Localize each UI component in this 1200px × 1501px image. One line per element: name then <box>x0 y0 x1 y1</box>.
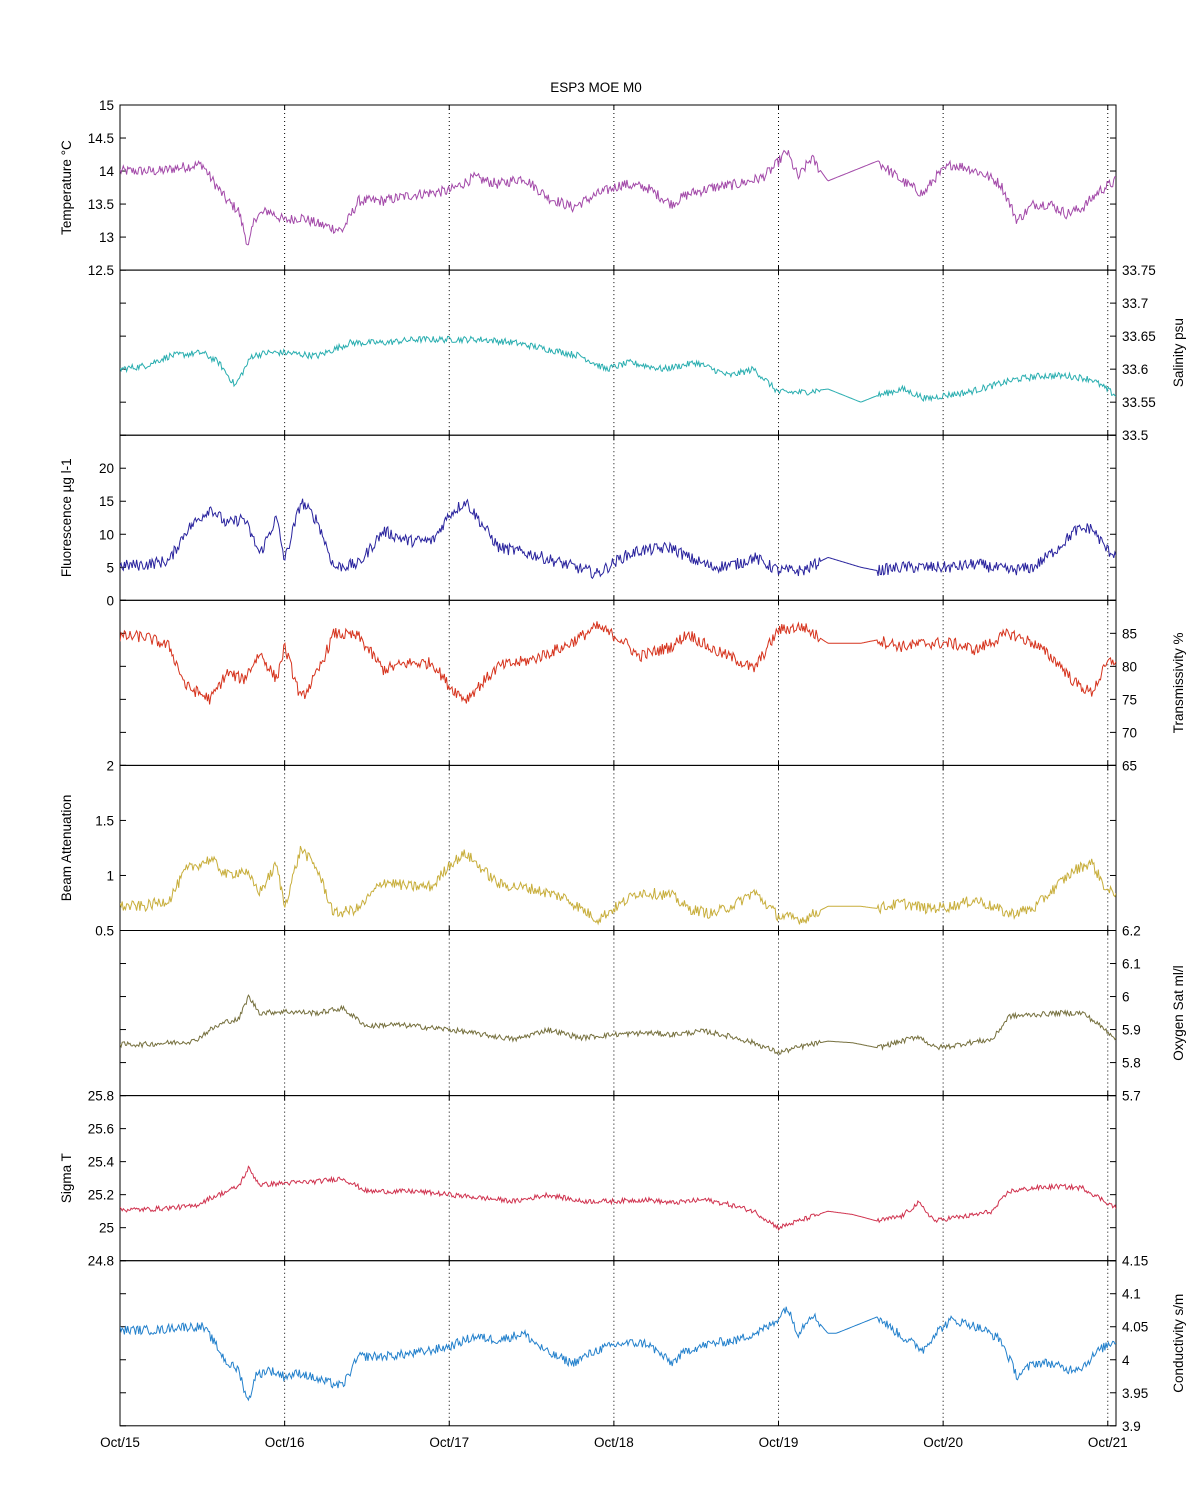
x-tick-label: Oct/17 <box>429 1435 469 1450</box>
y-tick-label: 1 <box>106 868 114 883</box>
series-line-sigma_t <box>120 1165 1116 1231</box>
x-tick-label: Oct/20 <box>923 1435 963 1450</box>
y-tick-label: 4.15 <box>1122 1254 1148 1269</box>
y-tick-label: 0.5 <box>95 924 114 939</box>
y-tick-label: 3.95 <box>1122 1386 1148 1401</box>
y-tick-label: 65 <box>1122 758 1137 773</box>
y-tick-label: 24.8 <box>88 1254 114 1269</box>
x-tick-label: Oct/18 <box>594 1435 634 1450</box>
y-tick-label: 25.2 <box>88 1188 114 1203</box>
panel-frame <box>119 930 1117 1097</box>
y-tick-label: 25.4 <box>88 1155 115 1170</box>
y-tick-label: 70 <box>1122 725 1137 740</box>
y-tick-label: 3.9 <box>1122 1419 1141 1434</box>
panel-transmissivity: 65 70 75 80 85 Transmissivity % <box>119 599 1186 773</box>
y-tick-label: 12.5 <box>88 263 114 278</box>
series-line-fluorescence <box>120 498 1116 580</box>
panel-frame <box>119 599 1117 766</box>
y-tick-label: 6.2 <box>1122 924 1141 939</box>
x-tick-label: Oct/15 <box>100 1435 140 1450</box>
y-axis-label: Transmissivity % <box>1171 632 1186 733</box>
y-axis-label: Conductivity s/m <box>1171 1294 1186 1393</box>
y-tick-label: 85 <box>1122 626 1137 641</box>
y-tick-label: 13 <box>99 230 114 245</box>
panel-frame <box>119 434 1117 601</box>
series-line-beam_attenuation <box>120 845 1116 926</box>
y-tick-label: 33.65 <box>1122 329 1156 344</box>
panel-salinity: 33.5 33.55 33.6 33.65 33.7 33.75 Salinity psu <box>119 263 1186 443</box>
y-tick-label: 14 <box>99 164 115 179</box>
y-tick-label: 4.05 <box>1122 1320 1148 1335</box>
x-tick-label: Oct/19 <box>759 1435 799 1450</box>
y-axis-label: Sigma T <box>59 1153 74 1203</box>
y-tick-label: 4.1 <box>1122 1287 1141 1302</box>
series-line-temperature <box>120 149 1116 246</box>
panel-oxygen: 5.7 5.8 5.9 6 6.1 6.2 Oxygen Sat ml/l <box>119 924 1186 1104</box>
x-axis: Oct/15 Oct/16 Oct/17 Oct/18 Oct/19 Oct/20 Oct/… <box>100 1435 1128 1450</box>
y-tick-label: 75 <box>1122 692 1137 707</box>
series-line-salinity <box>120 335 1116 403</box>
y-tick-label: 80 <box>1122 659 1137 674</box>
y-tick-label: 33.7 <box>1122 296 1148 311</box>
panel-sigma_t: 24.8 25 25.2 25.4 25.6 25.8 Sigma T <box>59 1089 1117 1269</box>
panel-frame <box>119 269 1117 436</box>
y-tick-label: 0 <box>106 593 114 608</box>
y-tick-label: 20 <box>99 461 114 476</box>
series-line-transmissivity <box>120 621 1116 705</box>
y-axis-label: Salinity psu <box>1171 318 1186 387</box>
y-tick-label: 10 <box>99 527 114 542</box>
y-tick-label: 13.5 <box>88 197 114 212</box>
y-tick-label: 1.5 <box>95 813 114 828</box>
series-line-conductivity <box>120 1306 1116 1402</box>
series-line-oxygen <box>120 994 1116 1055</box>
panel-fluorescence: 0 5 10 15 20 Fluorescence µg l-1 <box>59 434 1117 608</box>
y-axis-label: Beam Attenuation <box>59 795 74 902</box>
y-tick-label: 6.1 <box>1122 957 1141 972</box>
panel-conductivity: 3.9 3.95 4 4.05 4.1 4.15 Conductivity s/m <box>119 1254 1186 1434</box>
panel-frame <box>119 1095 1117 1262</box>
panel-beam_attenuation: 0.5 1 1.5 2 Beam Attenuation <box>59 758 1117 939</box>
y-tick-label: 5.9 <box>1122 1023 1141 1038</box>
y-tick-label: 2 <box>106 758 114 773</box>
y-tick-label: 15 <box>99 98 114 113</box>
y-tick-label: 5 <box>106 560 114 575</box>
y-tick-label: 14.5 <box>88 131 114 146</box>
y-axis-label: Fluorescence µg l-1 <box>59 458 74 577</box>
y-tick-label: 25 <box>99 1221 114 1236</box>
y-tick-label: 33.6 <box>1122 362 1148 377</box>
y-tick-label: 25.6 <box>88 1122 114 1137</box>
y-tick-label: 33.55 <box>1122 395 1156 410</box>
y-tick-label: 33.75 <box>1122 263 1156 278</box>
x-tick-label: Oct/16 <box>265 1435 305 1450</box>
panel-temperature: 12.5 13 13.5 14 14.5 15 Temperature °C <box>59 98 1117 278</box>
y-tick-label: 4 <box>1122 1353 1130 1368</box>
y-tick-label: 25.8 <box>88 1089 114 1104</box>
y-axis-label: Oxygen Sat ml/l <box>1171 965 1186 1060</box>
y-tick-label: 33.5 <box>1122 428 1148 443</box>
y-tick-label: 5.8 <box>1122 1056 1141 1071</box>
y-tick-label: 6 <box>1122 990 1130 1005</box>
x-tick-label: Oct/21 <box>1088 1435 1128 1450</box>
figure-title: ESP3 MOE M0 <box>550 80 642 95</box>
y-axis-label: Temperature °C <box>59 140 74 235</box>
y-tick-label: 15 <box>99 494 114 509</box>
y-tick-label: 5.7 <box>1122 1089 1141 1104</box>
